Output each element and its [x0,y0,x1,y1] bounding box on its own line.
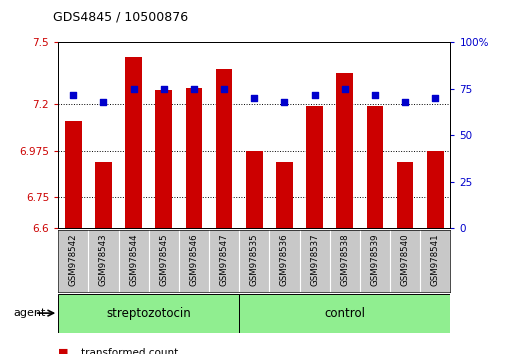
Text: GSM978544: GSM978544 [129,233,138,286]
Text: agent: agent [13,308,45,318]
Bar [276,162,292,228]
Bar [306,107,322,228]
Point [220,86,228,92]
Point [310,92,318,97]
Bar [215,69,232,228]
Text: GSM978546: GSM978546 [189,233,198,286]
Text: GSM978542: GSM978542 [69,233,78,286]
Text: GSM978536: GSM978536 [279,233,288,286]
Point [160,86,168,92]
Point [340,86,348,92]
Bar [239,293,449,333]
Text: GDS4845 / 10500876: GDS4845 / 10500876 [53,10,188,23]
Bar [125,57,141,228]
Text: GSM978540: GSM978540 [400,233,409,286]
Text: streptozotocin: streptozotocin [106,307,191,320]
Text: GSM978545: GSM978545 [159,233,168,286]
Point [280,99,288,105]
Point [430,96,438,101]
Bar [155,90,172,228]
Point [99,99,107,105]
Text: GSM978541: GSM978541 [430,233,439,286]
Bar [245,151,262,228]
Text: control: control [324,307,365,320]
Bar [366,107,382,228]
Bar [95,162,112,228]
Bar [185,88,202,228]
Point [69,92,77,97]
Point [129,86,137,92]
Text: ■: ■ [58,348,69,354]
Bar [396,162,413,228]
Bar [65,121,81,228]
Text: GSM978539: GSM978539 [370,233,379,286]
Bar [58,293,239,333]
Text: GSM978543: GSM978543 [99,233,108,286]
Text: GSM978537: GSM978537 [310,233,319,286]
Text: GSM978535: GSM978535 [249,233,258,286]
Point [189,86,197,92]
Point [370,92,378,97]
Text: transformed count: transformed count [81,348,178,354]
Point [400,99,409,105]
Text: GSM978547: GSM978547 [219,233,228,286]
Bar [426,151,443,228]
Point [250,96,258,101]
Text: GSM978538: GSM978538 [339,233,348,286]
Bar [336,73,352,228]
